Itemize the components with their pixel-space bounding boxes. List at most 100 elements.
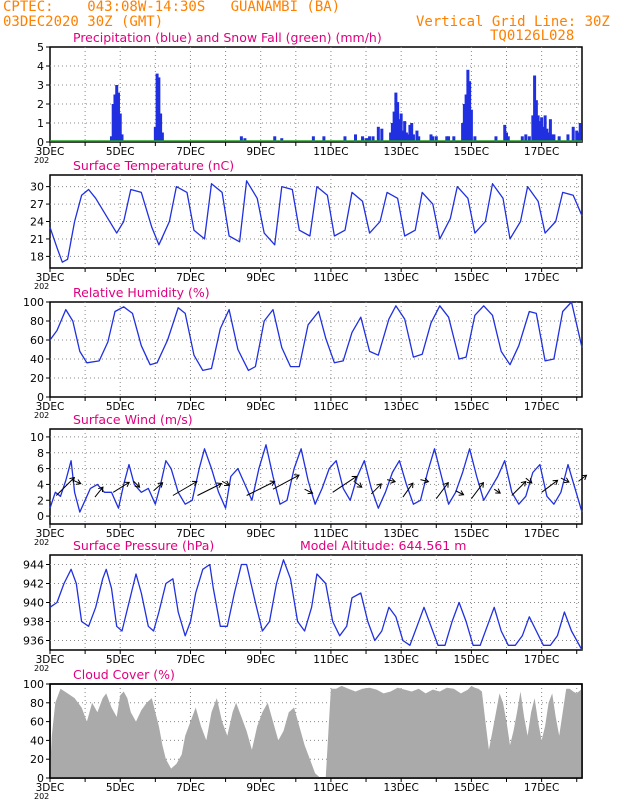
precip-bar	[469, 109, 473, 142]
precip-date-label: 9DEC	[246, 146, 275, 158]
temp-date-label: 13DEC	[383, 272, 418, 284]
cloud-date-label: 7DEC	[176, 782, 205, 794]
wind-vector	[386, 479, 396, 483]
rh-year-fragment: 202	[34, 411, 49, 420]
wind-vector	[455, 490, 464, 496]
precip-bar	[392, 111, 396, 142]
wind-vector-head	[307, 488, 314, 495]
temp-ytick-label: 21	[30, 233, 44, 246]
precip-bar	[160, 132, 164, 142]
precip-bar	[371, 136, 375, 142]
precip-bar	[575, 130, 579, 142]
pres-title: Surface Pressure (hPa)	[73, 538, 214, 553]
precip-year-fragment: 202	[34, 156, 49, 165]
rh-date-label: 13DEC	[383, 401, 418, 413]
wind-vector-head	[134, 482, 141, 488]
precip-bar	[520, 136, 524, 142]
temp-date-label: 15DEC	[454, 272, 489, 284]
wind-vector	[370, 483, 382, 495]
precip-bar	[540, 117, 544, 142]
rh-ytick-label: 100	[23, 296, 44, 309]
precip-bar	[273, 136, 277, 142]
wind-vector-head	[458, 490, 465, 496]
wind-title: Surface Wind (m/s)	[73, 412, 193, 427]
precip-bar	[566, 134, 570, 142]
rh-ytick-label: 60	[30, 334, 44, 347]
precip-bar	[473, 136, 477, 142]
precip-ytick-label: 2	[37, 98, 44, 111]
precip-bar	[538, 121, 542, 142]
precip-bar	[447, 136, 451, 142]
rh-date-label: 17DEC	[524, 401, 559, 413]
wind-date-label: 17DEC	[524, 528, 559, 540]
wind-year-fragment: 202	[34, 538, 49, 547]
cloud-ytick-label: 20	[30, 753, 44, 766]
wind-vector-head	[581, 474, 588, 481]
wind-ytick-label: 8	[37, 447, 44, 460]
wind-vector	[197, 483, 222, 496]
precip-bar	[531, 115, 535, 142]
precip-bar	[557, 136, 561, 142]
precip-bar	[550, 134, 554, 142]
rh-ytick-label: 40	[30, 353, 44, 366]
temp-date-label: 11DEC	[313, 272, 348, 284]
wind-vector	[511, 481, 527, 496]
precip-date-label: 7DEC	[176, 146, 205, 158]
cloud-date-label: 15DEC	[454, 782, 489, 794]
wind-ytick-label: 0	[37, 510, 44, 523]
cloud-date-label: 13DEC	[383, 782, 418, 794]
precip-bar	[399, 113, 403, 142]
precip-bar	[506, 136, 510, 142]
pres-date-label: 5DEC	[106, 654, 135, 666]
wind-vector	[541, 479, 558, 493]
precip-bar	[461, 123, 465, 142]
wind-vector	[246, 481, 275, 496]
wind-vector	[153, 482, 163, 492]
pres-date-label: 13DEC	[383, 654, 418, 666]
wind-vector-head	[157, 482, 164, 488]
temp-ytick-label: 30	[30, 181, 44, 194]
wind-ytick-label: 10	[30, 431, 44, 444]
pres-year-fragment: 202	[34, 664, 49, 673]
precip-date-label: 15DEC	[454, 146, 489, 158]
wind-ytick-label: 4	[37, 478, 44, 491]
precip-bar	[503, 124, 507, 142]
temp-title: Surface Temperature (nC)	[73, 158, 234, 173]
precip-bar	[322, 136, 326, 142]
precip-bar	[153, 126, 157, 142]
pres-ytick-label: 938	[23, 616, 44, 629]
precip-bar	[411, 134, 415, 142]
cloud-ytick-label: 100	[23, 678, 44, 691]
precip-ytick-label: 5	[37, 41, 44, 54]
precip-bar	[541, 126, 545, 142]
pres-date-label: 3DEC	[36, 654, 65, 666]
cloud-date-label: 3DEC	[36, 782, 65, 794]
temp-ytick-label: 27	[30, 198, 44, 211]
wind-frame	[49, 428, 583, 525]
grid-note-header: Vertical Grid Line: 30Z	[416, 14, 610, 30]
precip-bar	[571, 126, 575, 142]
temp-date-label: 7DEC	[176, 272, 205, 284]
precip-bar	[468, 81, 472, 142]
wind-vector-head	[216, 482, 223, 489]
cloud-ytick-label: 60	[30, 716, 44, 729]
precip-bar	[576, 132, 580, 142]
temp-date-label: 3DEC	[36, 272, 65, 284]
precip-bar	[404, 132, 408, 142]
wind-vector	[71, 479, 81, 485]
precip-bar	[434, 136, 438, 142]
precip-bar	[366, 138, 370, 142]
station-header: CPTEC: 043:08W-14:30S GUANAMBI (BA)	[3, 0, 341, 15]
wind-vector	[493, 488, 501, 494]
precip-bar	[243, 138, 247, 142]
precip-bar	[394, 92, 398, 142]
wind-vector	[578, 474, 587, 482]
precip-bar	[543, 115, 547, 142]
wind-vector-head	[520, 480, 527, 487]
precip-bar	[417, 136, 421, 142]
pres-date-label: 9DEC	[246, 654, 275, 666]
precip-bar	[548, 119, 552, 142]
rh-ytick-label: 0	[37, 391, 44, 404]
rh-frame	[49, 301, 583, 398]
precip-bar	[536, 115, 540, 142]
